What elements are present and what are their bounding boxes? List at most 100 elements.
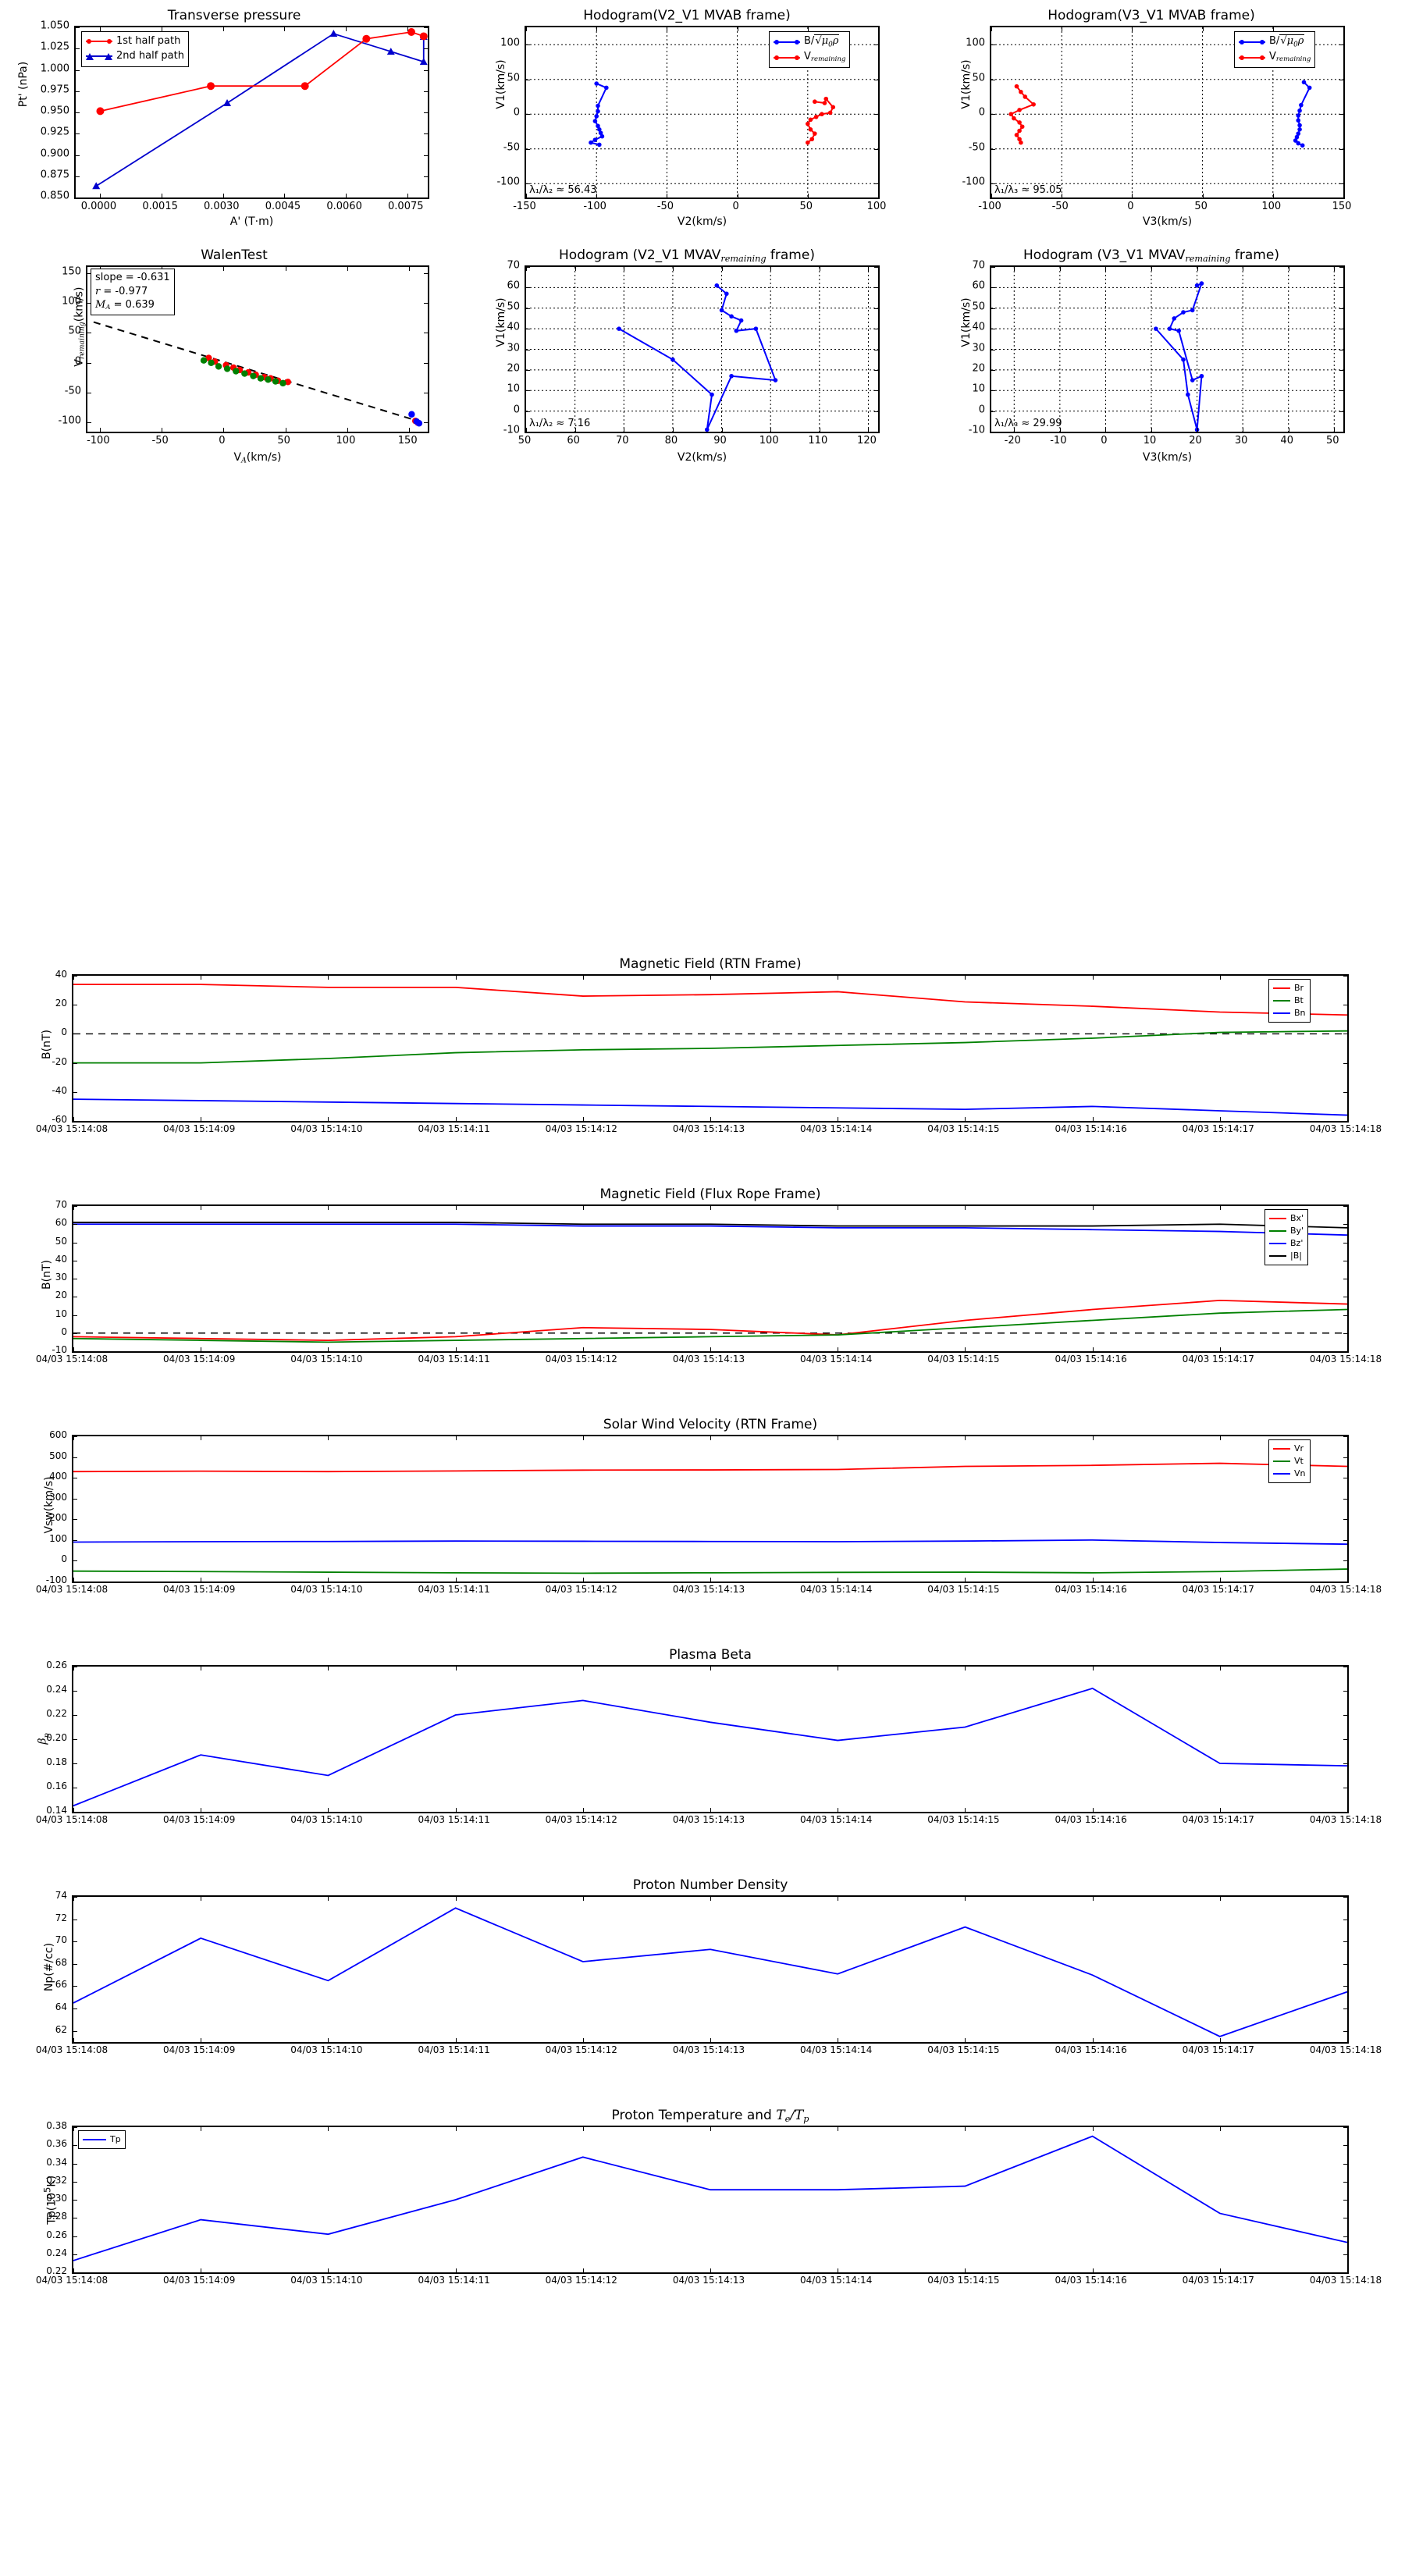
data-point <box>1190 308 1195 313</box>
data-point <box>200 357 208 364</box>
x-axis-label: A' (T·m) <box>229 215 274 228</box>
time-tick-label: 04/03 15:14:10 <box>290 2044 363 2055</box>
y-tick-mark <box>1343 2030 1347 2032</box>
x-tick-mark <box>574 267 576 271</box>
y-tick-label: 40 <box>55 1253 67 1265</box>
y-tick-label: 0.30 <box>46 2193 67 2204</box>
data-point <box>1008 112 1014 117</box>
time-tick-label: 04/03 15:14:17 <box>1182 2275 1254 2286</box>
y-tick-mark <box>1343 2200 1347 2201</box>
walen-ma: MA = 0.639 <box>95 299 155 312</box>
y-tick-mark <box>73 1539 77 1541</box>
y-tick-mark <box>76 155 80 156</box>
x-tick-mark <box>284 27 286 31</box>
y-tick-label: 50 <box>972 301 985 313</box>
plot-area <box>72 2126 1349 2274</box>
x-tick-mark <box>770 428 772 432</box>
y-tick-mark <box>73 1457 77 1458</box>
x-tick-mark <box>73 1667 74 1670</box>
x-tick-label: 0 <box>219 435 226 447</box>
legend-marker-circle-icon <box>86 37 112 45</box>
y-tick-label: 50 <box>507 72 520 84</box>
time-tick-label: 04/03 15:14:12 <box>545 1814 617 1825</box>
x-tick-mark <box>1092 1808 1094 1812</box>
x-tick-mark <box>868 428 870 432</box>
y-tick-mark <box>991 183 995 185</box>
y-tick-label: 30 <box>972 342 985 354</box>
y-tick-label: 0.975 <box>40 84 69 96</box>
y-tick-label: -40 <box>52 1084 67 1096</box>
data-point <box>1154 326 1158 331</box>
y-tick-label: 100 <box>49 1532 67 1544</box>
legend: Br Bt Bn <box>1268 979 1311 1023</box>
y-tick-label: 100 <box>62 295 81 308</box>
y-tick-mark <box>76 197 80 198</box>
x-tick-mark <box>1347 1206 1348 1210</box>
y-tick-label: 10 <box>55 1308 67 1319</box>
data-point <box>329 30 338 37</box>
data-point <box>419 32 428 41</box>
time-tick-label: 04/03 15:14:18 <box>1309 1814 1382 1825</box>
time-tick-label: 04/03 15:14:08 <box>35 1814 108 1825</box>
data-point <box>1296 131 1301 136</box>
data-point <box>670 357 675 362</box>
y-tick-mark <box>1343 1498 1347 1500</box>
data-point <box>1031 101 1036 107</box>
data-point <box>592 137 598 142</box>
data-point <box>408 411 415 418</box>
y-tick-label: 50 <box>55 1235 67 1247</box>
y-tick-label: 62 <box>55 2023 67 2035</box>
y-tick-mark <box>73 1763 77 1764</box>
time-tick-label: 04/03 15:14:15 <box>927 1584 1000 1595</box>
x-tick-mark <box>1092 1347 1094 1351</box>
plot-svg <box>991 27 1343 197</box>
data-point <box>1017 128 1022 133</box>
x-tick-mark <box>582 1897 584 1901</box>
x-tick-label: 90 <box>713 435 727 447</box>
time-tick-label: 04/03 15:14:12 <box>545 2044 617 2055</box>
y-tick-label: 10 <box>507 382 520 395</box>
x-tick-mark <box>1219 1347 1221 1351</box>
y-tick-mark <box>526 390 530 392</box>
y-tick-label: 40 <box>55 969 67 980</box>
y-tick-label: 0.24 <box>46 2247 67 2258</box>
time-tick-label: 04/03 15:14:10 <box>290 2275 363 2286</box>
legend-item: Bz' <box>1269 1237 1304 1250</box>
y-tick-mark <box>1343 1941 1347 1943</box>
x-tick-mark <box>1092 1117 1094 1121</box>
y-tick-label: 0.875 <box>40 169 69 181</box>
x-tick-mark <box>1347 1897 1348 1901</box>
y-tick-mark <box>76 133 80 135</box>
x-tick-label: 100 <box>759 435 779 447</box>
legend-item: Vt <box>1273 1455 1306 1468</box>
legend-item: Bn <box>1273 1007 1306 1019</box>
data-point <box>1017 108 1022 112</box>
data-point <box>301 82 309 91</box>
y-tick-mark <box>76 48 80 50</box>
data-point <box>809 137 815 142</box>
data-point <box>1307 85 1312 91</box>
legend: 1st half path 2nd half path <box>81 31 189 67</box>
x-tick-mark <box>710 1897 711 1901</box>
x-tick-mark <box>223 428 225 432</box>
y-tick-label: 74 <box>55 1890 67 1901</box>
legend-label-v-remaining: Vremaining <box>1269 51 1311 64</box>
y-tick-mark <box>73 2030 77 2032</box>
y-tick-label: 0.20 <box>46 1732 67 1743</box>
data-point <box>1014 84 1019 89</box>
x-tick-mark <box>1343 194 1344 197</box>
legend: B/√μ0ρ Vremaining <box>1234 31 1316 69</box>
data-line <box>73 1223 1347 1236</box>
x-tick-mark <box>73 976 74 980</box>
x-tick-mark <box>526 194 527 197</box>
data-point <box>257 375 265 382</box>
time-tick-label: 04/03 15:14:16 <box>1055 1354 1127 1364</box>
data-point <box>284 379 292 386</box>
data-point <box>813 131 817 136</box>
legend-marker-line-icon <box>1239 54 1265 62</box>
y-tick-label: 0.950 <box>40 105 69 117</box>
y-tick-mark <box>1343 2272 1347 2273</box>
data-line <box>73 1462 1347 1473</box>
data-point <box>597 142 602 148</box>
